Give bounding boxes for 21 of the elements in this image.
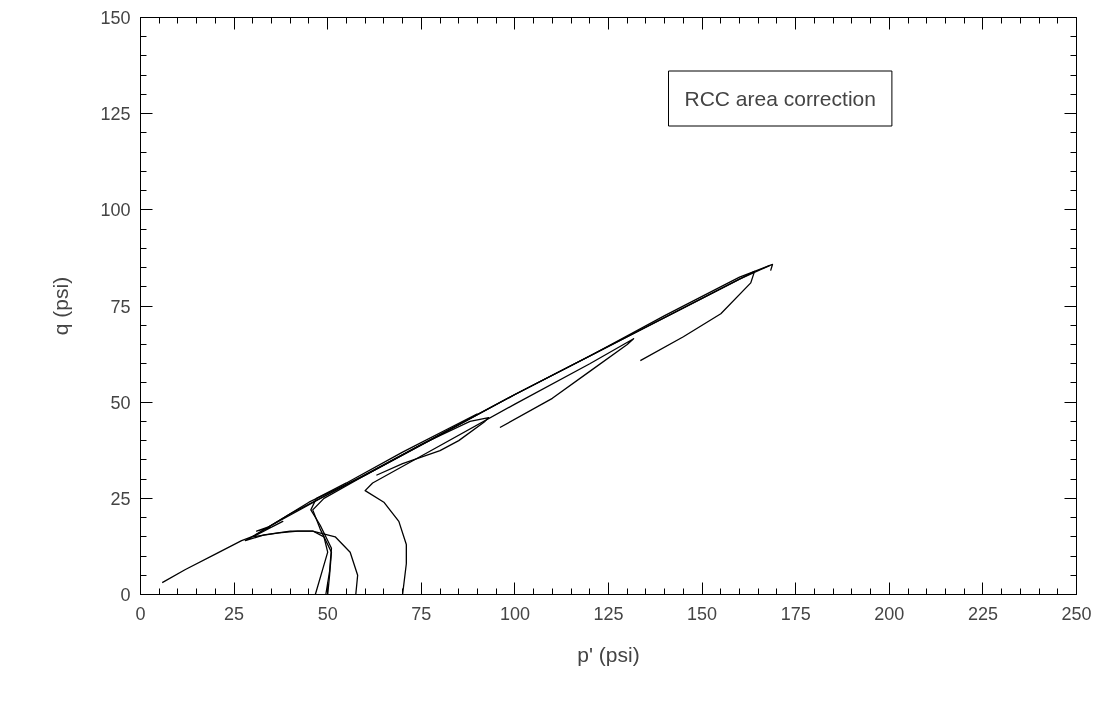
- y-tick-label: 0: [120, 585, 131, 605]
- x-tick-label: 50: [317, 603, 338, 624]
- x-tick-label: 225: [967, 603, 998, 624]
- y-tick-label: 50: [110, 392, 131, 413]
- x-tick-label: 25: [224, 603, 245, 624]
- y-tick-label: 25: [110, 488, 131, 509]
- x-tick-label: 200: [874, 603, 905, 624]
- annotation: RCC area correction: [684, 87, 876, 110]
- y-tick-label: 150: [100, 8, 131, 28]
- y-tick-label: 125: [100, 104, 131, 125]
- y-tick-label: 100: [100, 200, 131, 221]
- x-axis-title: p' (psi): [577, 642, 640, 666]
- x-tick-label: 75: [411, 603, 432, 624]
- y-tick-label: 75: [110, 296, 131, 317]
- x-tick-label: 100: [499, 603, 530, 624]
- y-axis-title: q (psi): [49, 276, 73, 336]
- x-tick-label: 125: [593, 603, 624, 624]
- x-tick-label: 0: [135, 603, 146, 624]
- x-tick-label: 150: [687, 603, 718, 624]
- x-tick-label: 250: [1061, 603, 1092, 624]
- x-tick-label: 175: [780, 603, 811, 624]
